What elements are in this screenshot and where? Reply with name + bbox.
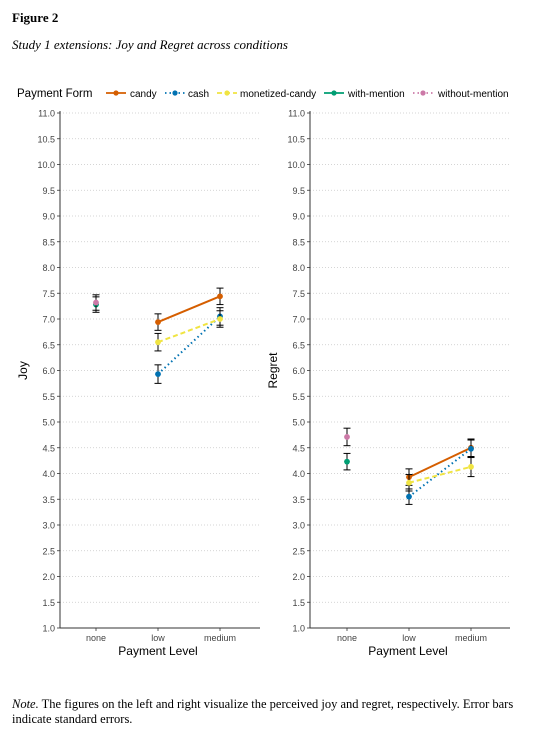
y-tick-label: 5.5	[292, 392, 305, 402]
y-tick-label: 2.5	[292, 546, 305, 556]
y-tick-label: 5.5	[42, 392, 55, 402]
y-tick-label: 6.5	[292, 340, 305, 350]
x-tick-label: medium	[455, 633, 487, 643]
data-point-without-mention	[344, 434, 350, 440]
note-lead: Note.	[12, 697, 39, 711]
y-tick-label: 1.0	[42, 624, 55, 634]
y-tick-label: 4.5	[292, 443, 305, 453]
y-tick-label: 1.0	[292, 624, 305, 634]
y-tick-label: 8.5	[292, 237, 305, 247]
x-axis-title: Payment Level	[368, 644, 447, 658]
y-tick-label: 2.5	[42, 546, 55, 556]
y-tick-label: 9.5	[42, 186, 55, 196]
data-point-cash	[406, 493, 412, 500]
x-tick-label: low	[402, 633, 416, 643]
series-line-monetized-candy	[408, 465, 472, 484]
series-line-candy	[408, 446, 472, 479]
figure-note: Note. The figures on the left and right …	[12, 697, 528, 727]
legend-key-without-mention: without-mention	[413, 89, 509, 100]
y-tick-label: 10.5	[37, 134, 55, 144]
data-point-cash	[468, 445, 474, 452]
legend-key-cash: cash	[165, 89, 209, 100]
x-tick-label: medium	[204, 633, 236, 643]
x-axis-title: Payment Level	[118, 644, 197, 658]
legend-title: Payment Form	[17, 88, 92, 100]
data-point-with-mention	[344, 458, 350, 465]
y-tick-label: 11.0	[38, 109, 55, 119]
data-point-monetized-candy	[155, 339, 161, 346]
legend: Payment Form candy cash monetized-candy …	[17, 88, 509, 100]
data-point-monetized-candy	[406, 479, 412, 486]
y-tick-label: 7.0	[292, 315, 305, 325]
legend-key-candy: candy	[106, 89, 157, 100]
data-point-monetized-candy	[468, 463, 474, 470]
data-point-candy	[217, 293, 223, 300]
regret-panel: 1.0 1.5 2.0 2.5 3.0 3.5 4.0 4.5 5.0 5.5 6.0 6.5 7.0 7…	[266, 109, 510, 658]
y-tick-label: 8.5	[42, 237, 55, 247]
note-text: The figures on the left and right visual…	[12, 697, 514, 726]
data-point-candy	[155, 319, 161, 325]
series-line-candy	[157, 295, 221, 324]
y-tick-label: 7.5	[292, 289, 305, 299]
legend-key-with-mention: with-mention	[324, 89, 405, 100]
y-tick-label: 10.5	[287, 134, 305, 144]
y-tick-label: 7.5	[42, 289, 55, 299]
y-tick-label: 11.0	[288, 109, 305, 119]
y-axis-title: Joy	[16, 361, 30, 380]
y-tick-label: 4.5	[42, 443, 55, 453]
legend-label-candy: candy	[130, 89, 157, 100]
y-tick-label: 4.0	[292, 469, 305, 479]
y-tick-label: 3.5	[292, 495, 305, 505]
figure-label: Figure 2	[12, 10, 59, 25]
y-tick-label: 3.5	[42, 495, 55, 505]
y-axis-title: Regret	[266, 352, 280, 389]
x-tick-label: none	[337, 633, 357, 643]
figure-canvas: Payment Form candy cash monetized-candy …	[16, 88, 510, 658]
legend-label-with-mention: with-mention	[347, 89, 405, 100]
y-tick-label: 8.0	[42, 263, 55, 273]
legend-label-without-mention: without-mention	[437, 89, 509, 100]
data-point-cash	[155, 371, 161, 378]
y-tick-label: 5.0	[42, 418, 55, 428]
y-tick-label: 10.0	[37, 160, 55, 170]
y-tick-label: 1.5	[292, 598, 305, 608]
series-line-monetized-candy	[157, 318, 221, 344]
series-line-cash	[157, 315, 221, 375]
legend-key-monetized-candy: monetized-candy	[217, 89, 316, 100]
y-tick-label: 2.0	[42, 572, 55, 582]
y-tick-label: 1.5	[42, 598, 55, 608]
y-tick-label: 6.0	[292, 366, 305, 376]
legend-label-cash: cash	[188, 89, 209, 100]
x-tick-label: none	[86, 633, 106, 643]
y-tick-label: 3.0	[292, 521, 305, 531]
y-tick-label: 6.5	[42, 340, 55, 350]
y-tick-label: 2.0	[292, 572, 305, 582]
data-point-monetized-candy	[217, 316, 223, 322]
data-point-without-mention	[93, 299, 99, 306]
y-tick-label: 4.0	[42, 469, 55, 479]
y-tick-label: 9.0	[292, 212, 305, 222]
y-tick-label: 9.5	[292, 186, 305, 196]
y-tick-label: 3.0	[42, 521, 55, 531]
y-tick-label: 5.0	[292, 418, 305, 428]
y-tick-label: 8.0	[292, 263, 305, 273]
y-tick-label: 6.0	[42, 366, 55, 376]
x-tick-label: low	[151, 633, 165, 643]
joy-panel: 1.0 1.5 2.0 2.5 3.0 3.5 4.0 4.5 5.0 5.5 6.0 6.5 7.0 7…	[16, 109, 260, 658]
y-tick-label: 10.0	[287, 160, 305, 170]
y-tick-label: 9.0	[42, 212, 55, 222]
figure-title: Study 1 extensions: Joy and Regret acros…	[12, 37, 288, 52]
legend-label-monetized-candy: monetized-candy	[240, 89, 316, 100]
y-tick-label: 7.0	[42, 315, 55, 325]
